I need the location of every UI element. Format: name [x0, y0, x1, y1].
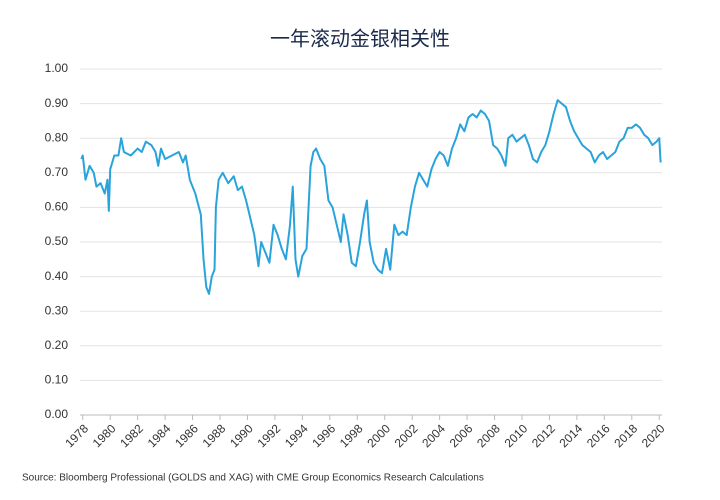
- x-tick-label: 2008: [474, 421, 503, 450]
- x-tick-label: 1982: [117, 421, 146, 450]
- source-note: Source: Bloomberg Professional (GOLDS an…: [22, 473, 484, 484]
- y-tick-label: 0.10: [45, 373, 69, 387]
- chart-title: 一年滚动金银相关性: [270, 27, 450, 50]
- y-tick-label: 0.30: [45, 303, 69, 317]
- x-tick-label: 1994: [282, 421, 311, 450]
- x-tick-label: 1990: [227, 421, 256, 450]
- x-tick-label: 2018: [611, 421, 640, 450]
- x-tick-label: 1980: [90, 421, 119, 450]
- data-line: [80, 99, 662, 295]
- x-tick-label: 2010: [502, 421, 531, 450]
- x-tick-label: 1992: [254, 421, 283, 450]
- y-tick-label: 0.00: [45, 407, 69, 421]
- x-tick-label: 1998: [337, 421, 366, 450]
- y-tick-label: 0.50: [45, 234, 69, 248]
- y-tick-label: 0.40: [45, 269, 69, 283]
- y-tick-label: 0.90: [45, 96, 69, 110]
- y-tick-label: 0.80: [45, 130, 69, 144]
- x-tick-label: 1984: [145, 421, 174, 450]
- x-tick-label: 2002: [392, 421, 421, 450]
- x-tick-label: 1986: [172, 421, 201, 450]
- y-tick-label: 0.60: [45, 200, 69, 214]
- x-tick-label: 1996: [309, 421, 338, 450]
- x-tick-label: 2006: [447, 421, 476, 450]
- x-tick-label: 2000: [364, 421, 393, 450]
- x-tick-label: 2012: [529, 421, 558, 450]
- x-tick-label: 2014: [556, 421, 585, 450]
- x-tick-label: 1988: [200, 421, 229, 450]
- y-tick-label: 0.70: [45, 165, 69, 179]
- x-tick-label: 2004: [419, 421, 448, 450]
- x-tick-label: 2020: [639, 421, 668, 450]
- x-tick-label: 1978: [62, 421, 91, 450]
- y-tick-label: 1.00: [45, 61, 69, 75]
- x-tick-label: 2016: [584, 421, 613, 450]
- y-tick-label: 0.20: [45, 338, 69, 352]
